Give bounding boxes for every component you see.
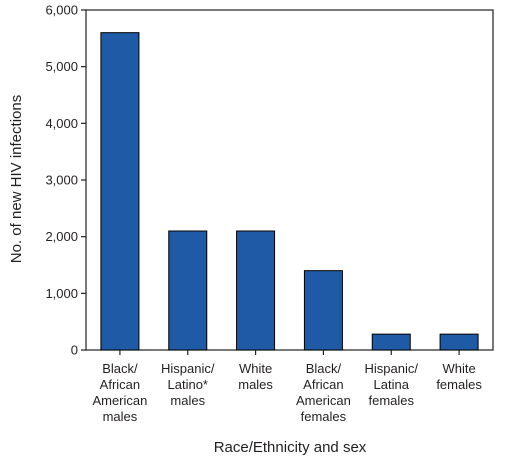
plot-border <box>85 9 494 351</box>
category-label: Black/African American males <box>92 361 147 424</box>
category-label: White males <box>238 361 273 392</box>
y-axis: 0 1,000 2,000 3,000 4,000 5,000 6,000 <box>45 3 86 358</box>
category-label: Hispanic/Latina females <box>365 361 419 408</box>
y-tick-label: 4,000 <box>45 116 78 131</box>
category-label: Black/African American females <box>296 361 351 424</box>
bar <box>100 32 140 351</box>
y-tick-label: 3,000 <box>45 173 78 188</box>
bar <box>371 333 411 351</box>
y-tick-label: 1,000 <box>45 286 78 301</box>
y-tick-label: 0 <box>71 343 78 358</box>
bar <box>303 270 343 351</box>
bar <box>236 230 276 351</box>
y-tick-label: 6,000 <box>45 3 78 18</box>
plot-frame <box>85 9 494 351</box>
x-axis-title: Race/Ethnicity and sex <box>214 439 367 456</box>
bar <box>168 230 208 351</box>
category-label: Hispanic/Latino* males <box>161 361 215 408</box>
bar <box>439 333 479 351</box>
y-tick-label: 2,000 <box>45 229 78 244</box>
category-label: White females <box>436 361 482 392</box>
x-axis: Black/African American males Hispanic/Latin… <box>92 350 482 424</box>
y-axis-title: No. of new HIV infections <box>8 95 25 263</box>
y-tick-label: 5,000 <box>45 59 78 74</box>
bars <box>100 32 479 351</box>
